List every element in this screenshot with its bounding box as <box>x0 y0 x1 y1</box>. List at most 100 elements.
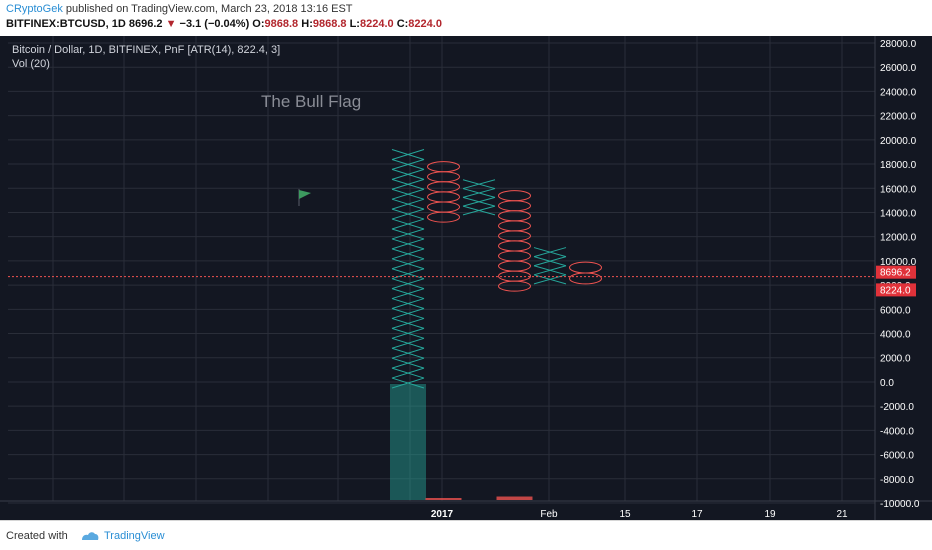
pnf-x-mark <box>391 367 425 379</box>
price-tags: 8696.2 8224.0 <box>876 265 916 297</box>
open-value: 9868.8 <box>264 18 299 30</box>
y-tick-label: 28000.0 <box>880 39 917 50</box>
pnf-x-mark <box>462 196 496 207</box>
y-tick-label: 4000.0 <box>880 330 911 341</box>
pnf-x-mark <box>391 208 425 220</box>
pnf-o-mark <box>498 270 531 282</box>
price-tag-bg <box>876 265 916 279</box>
y-tick-label: -8000.0 <box>880 475 914 486</box>
pnf-column-o[interactable] <box>498 190 531 292</box>
annotation-text[interactable]: The Bull Flag <box>261 92 361 111</box>
y-tick-label: 2000.0 <box>880 354 911 365</box>
author-link[interactable]: CRyptoGek <box>6 3 63 15</box>
y-tick-label: -10000.0 <box>880 499 920 510</box>
y-tick-label: 14000.0 <box>880 208 917 219</box>
pnf-column-o[interactable] <box>569 261 602 285</box>
pnf-x-mark <box>391 357 425 369</box>
pnf-o-mark <box>427 171 460 183</box>
tradingview-brand[interactable]: TradingView <box>104 530 165 542</box>
pnf-o-mark <box>498 230 531 242</box>
pnf-x-mark <box>391 308 425 319</box>
x-tick-label: 19 <box>764 509 776 520</box>
pnf-x-mark <box>533 256 567 267</box>
green-flag-icon[interactable] <box>298 189 311 206</box>
high-value: 9868.8 <box>312 18 347 30</box>
y-tick-label: 0.0 <box>880 378 894 389</box>
price-tag: 8696.2 <box>876 265 916 279</box>
x-tick-label: 21 <box>836 509 848 520</box>
publication-line: CRyptoGek published on TradingView.com, … <box>6 3 353 15</box>
pnf-o-mark <box>427 211 460 223</box>
pnf-o-mark <box>498 250 531 262</box>
created-with-text: Created with <box>6 530 68 542</box>
pnf-x-mark <box>391 218 425 230</box>
pnf-chart[interactable]: 28000.0 26000.0 24000.0 22000.0 20000.0 18000… <box>0 36 932 520</box>
y-tick-label: -4000.0 <box>880 426 914 437</box>
pnf-o-mark <box>498 240 531 252</box>
pnf-column-x[interactable] <box>462 179 496 216</box>
published-text: published on TradingView.com, March 23, … <box>65 3 353 15</box>
y-tick-label: 18000.0 <box>880 160 917 171</box>
y-tick-label: 20000.0 <box>880 136 917 147</box>
pnf-o-mark <box>498 190 531 202</box>
last-price: 8696.2 <box>128 18 163 30</box>
volume-bar <box>425 498 462 500</box>
tradingview-logo-icon[interactable] <box>80 529 100 543</box>
pnf-columns <box>391 149 602 389</box>
y-tick-label: 6000.0 <box>880 305 911 316</box>
pnf-column-x[interactable] <box>533 247 567 285</box>
pnf-x-mark <box>391 317 425 329</box>
pnf-x-mark <box>391 238 425 250</box>
pnf-x-mark <box>462 179 496 190</box>
grid-lines <box>0 36 932 520</box>
open-label: O: <box>252 18 265 30</box>
price-tag-label: 8696.2 <box>880 268 911 279</box>
y-tick-label: 10000.0 <box>880 257 917 268</box>
pnf-o-mark <box>569 272 602 285</box>
pnf-x-mark <box>391 168 425 180</box>
footer: Created with TradingView <box>0 520 932 550</box>
pnf-x-mark <box>391 258 425 270</box>
pnf-x-mark <box>391 198 425 210</box>
price-tag: 8224.0 <box>876 283 916 297</box>
pnf-x-mark <box>533 265 567 276</box>
x-tick-label: 2017 <box>431 509 454 520</box>
pnf-o-mark <box>498 280 531 292</box>
pnf-x-mark <box>391 327 425 339</box>
symbol-line: BITFINEX:BTCUSD, 1D 8696.2 ▼ −3.1 (−0.04… <box>6 18 442 30</box>
pnf-x-mark <box>391 228 425 240</box>
pnf-x-mark <box>391 278 425 290</box>
y-tick-label: 12000.0 <box>880 233 917 244</box>
pnf-o-mark <box>498 220 531 232</box>
y-tick-label: 24000.0 <box>880 87 917 98</box>
pnf-x-mark <box>391 288 425 300</box>
pnf-x-mark <box>391 298 425 309</box>
x-tick-label: 15 <box>619 509 631 520</box>
pnf-o-mark <box>427 161 460 173</box>
y-tick-label: -6000.0 <box>880 451 914 462</box>
close-label: C: <box>396 18 409 30</box>
pnf-x-mark <box>391 178 425 190</box>
pnf-column-o[interactable] <box>427 161 460 223</box>
pnf-x-mark <box>391 188 425 200</box>
pnf-column-x[interactable] <box>391 149 425 389</box>
close-value: 8224.0 <box>408 18 442 30</box>
pnf-x-mark <box>391 248 425 260</box>
y-tick-label: 22000.0 <box>880 112 917 123</box>
price-tag-bg <box>876 283 916 297</box>
pnf-x-mark <box>533 247 567 258</box>
legend-title: Bitcoin / Dollar, 1D, BITFINEX, PnF [ATR… <box>12 44 280 56</box>
pnf-o-mark <box>427 201 460 213</box>
chart-header: CRyptoGek published on TradingView.com, … <box>0 0 932 36</box>
pnf-o-mark <box>498 200 531 212</box>
pnf-o-mark <box>427 191 460 203</box>
pnf-x-mark <box>391 377 425 389</box>
price-change: −3.1 (−0.04%) <box>179 18 250 30</box>
y-tick-label: -2000.0 <box>880 402 914 413</box>
x-tick-label: Feb <box>540 509 558 520</box>
pnf-o-mark <box>498 260 531 272</box>
legend-volume[interactable]: Vol (20) <box>12 58 50 70</box>
chart-frame[interactable] <box>0 36 932 520</box>
high-label: H: <box>301 18 313 30</box>
pnf-x-mark <box>391 149 425 160</box>
